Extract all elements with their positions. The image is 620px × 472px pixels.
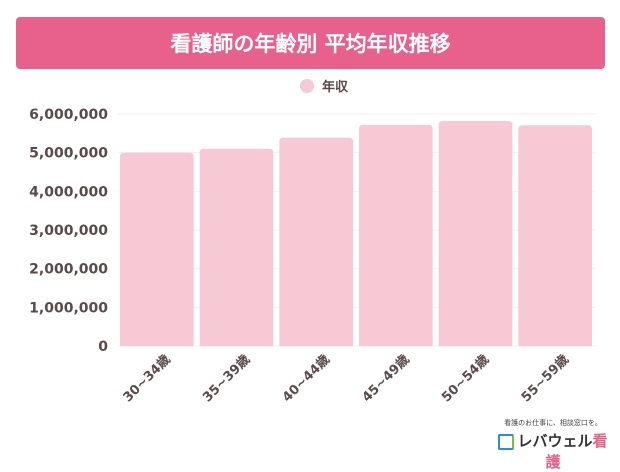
y-tick-label: 3,000,000 xyxy=(29,223,108,239)
bar xyxy=(518,125,592,346)
y-tick-label: 0 xyxy=(98,339,108,355)
bar xyxy=(279,137,353,346)
logo-name: レバウェル xyxy=(517,432,593,450)
x-tick-label: 55~59歳 xyxy=(518,352,572,406)
logo-tagline: 看護のお仕事に、相談窓口を。 xyxy=(504,419,602,427)
y-tick-label: 1,000,000 xyxy=(29,300,108,316)
y-tick-label: 2,000,000 xyxy=(29,262,108,278)
bar xyxy=(438,120,513,347)
legend-swatch xyxy=(300,78,314,93)
x-tick-label: 35~39歳 xyxy=(200,352,254,406)
x-tick-label: 30~34歳 xyxy=(120,352,174,406)
bar xyxy=(120,152,194,346)
y-tick-label: 4,000,000 xyxy=(29,184,108,200)
legend-label: 年収 xyxy=(322,80,349,95)
x-tick-label: 50~54歳 xyxy=(439,352,493,406)
logo: 看護のお仕事に、相談窓口を。 レバウェル看護 xyxy=(498,418,608,472)
bar xyxy=(199,148,274,346)
x-tick-label: 40~44歳 xyxy=(279,352,333,406)
y-tick-label: 6,000,000 xyxy=(29,107,108,123)
x-tick-label: 45~49歳 xyxy=(359,352,413,406)
chart-title: 看護師の年齢別 平均年収推移 xyxy=(16,17,605,69)
bar xyxy=(359,124,433,347)
legend: 年収 xyxy=(300,76,348,95)
logo-mark-icon xyxy=(498,433,515,450)
y-tick-label: 5,000,000 xyxy=(29,146,108,162)
